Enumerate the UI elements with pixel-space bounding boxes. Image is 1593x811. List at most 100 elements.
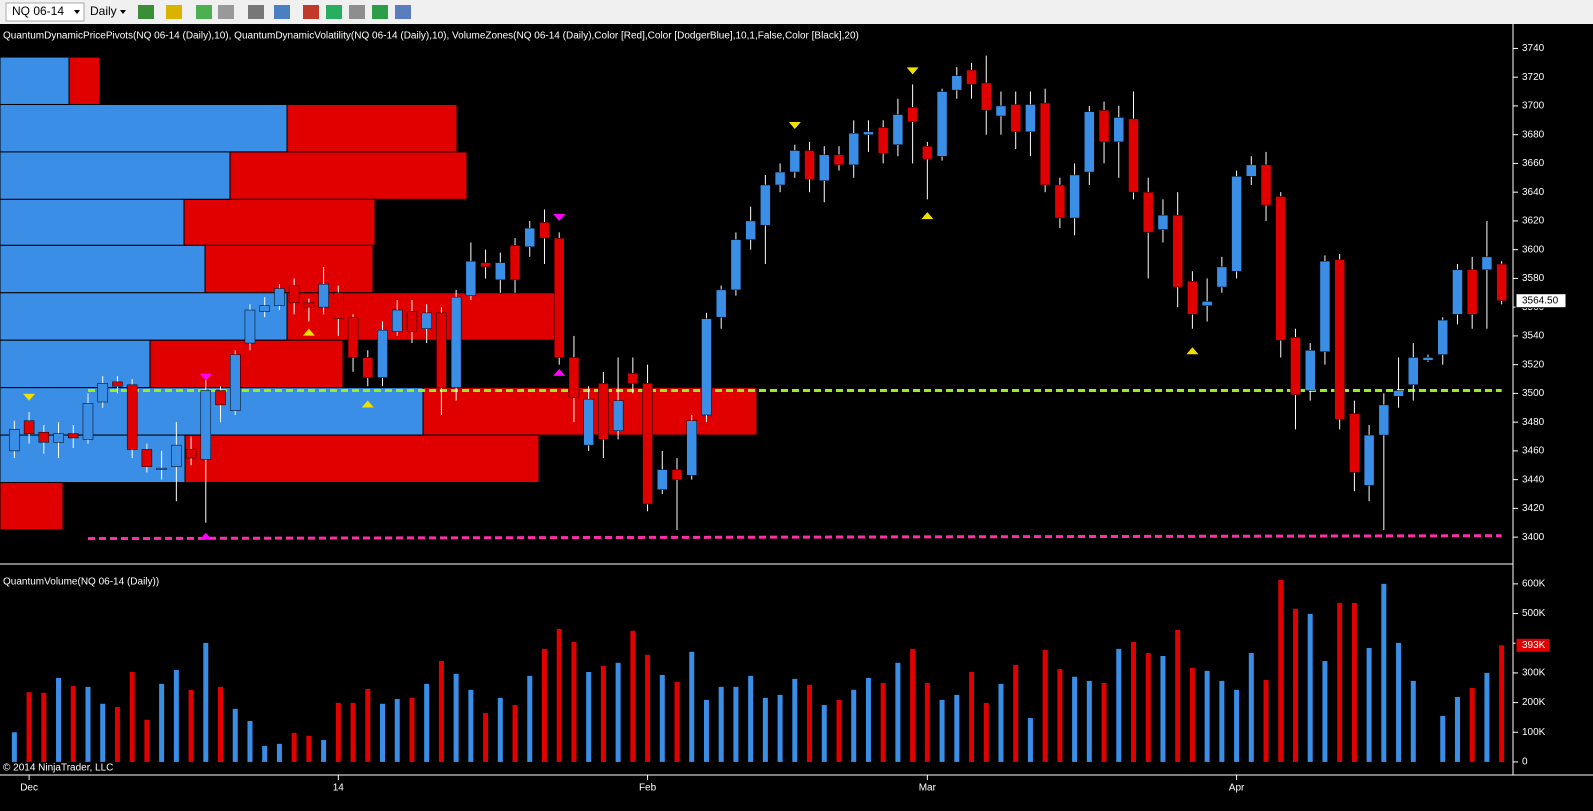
volume-bar bbox=[1499, 645, 1505, 762]
candle-body bbox=[1054, 184, 1066, 219]
icon[interactable] bbox=[372, 5, 388, 19]
symbol-dropdown[interactable] bbox=[5, 2, 85, 22]
last-volume-label: 393K bbox=[1522, 640, 1546, 651]
y-tick-label: 3400 bbox=[1522, 532, 1545, 543]
volume-bar bbox=[600, 665, 606, 762]
icon[interactable] bbox=[166, 5, 182, 19]
volume-bar bbox=[1292, 608, 1298, 762]
volume-bar bbox=[453, 673, 459, 762]
icon[interactable] bbox=[196, 5, 212, 19]
candle-body bbox=[922, 145, 933, 160]
pivot-marker bbox=[788, 122, 801, 130]
candle-body bbox=[215, 390, 226, 406]
volume-bar bbox=[468, 689, 474, 762]
volume-bar bbox=[880, 682, 886, 762]
volume-bar bbox=[1469, 688, 1475, 762]
pivot-marker bbox=[921, 212, 934, 220]
candle-body bbox=[200, 390, 212, 460]
zone-up bbox=[0, 339, 151, 389]
candle-body bbox=[465, 260, 477, 296]
zone-up bbox=[0, 56, 70, 105]
volume-bar bbox=[218, 686, 224, 762]
candle-body bbox=[1039, 102, 1051, 186]
candle-body bbox=[229, 354, 241, 411]
toolbar bbox=[0, 0, 1593, 24]
volume-bar bbox=[247, 720, 253, 762]
y-tick-label: 3580 bbox=[1522, 273, 1545, 284]
candle-body bbox=[23, 420, 35, 434]
volume-bar bbox=[571, 642, 577, 762]
candle-body bbox=[1113, 117, 1125, 143]
volume-bar bbox=[1322, 661, 1328, 762]
volume-bar bbox=[85, 686, 91, 762]
icon[interactable] bbox=[218, 5, 234, 19]
volume-bar bbox=[114, 707, 120, 762]
candle-body bbox=[1216, 266, 1228, 288]
volume-bar bbox=[630, 630, 636, 762]
candle-body bbox=[730, 239, 742, 291]
candle-body bbox=[318, 283, 329, 308]
icon[interactable] bbox=[303, 5, 319, 19]
x-tick-label: Mar bbox=[919, 783, 937, 794]
candle-body bbox=[980, 82, 992, 111]
candle-body bbox=[848, 132, 859, 166]
icon[interactable] bbox=[138, 5, 154, 19]
candle-body bbox=[1231, 176, 1242, 272]
candle-body bbox=[671, 469, 683, 480]
candle-body bbox=[1422, 357, 1434, 361]
volume-zones bbox=[0, 56, 758, 531]
candle-body bbox=[1334, 259, 1345, 420]
icon[interactable] bbox=[395, 5, 411, 19]
candle-body bbox=[642, 383, 653, 505]
candle-body bbox=[804, 150, 815, 180]
volume-bar bbox=[703, 699, 709, 762]
candle-body bbox=[274, 288, 285, 306]
icon[interactable] bbox=[349, 5, 365, 19]
pivot-marker bbox=[553, 368, 566, 376]
candle-body bbox=[1098, 109, 1110, 143]
candle-body bbox=[1010, 104, 1021, 133]
candle-body bbox=[436, 312, 447, 388]
last-price-label: 3564.50 bbox=[1522, 295, 1559, 306]
volume-bar bbox=[394, 699, 400, 762]
volume-bar bbox=[527, 675, 533, 762]
candle-body bbox=[760, 184, 771, 226]
zone-up bbox=[0, 387, 424, 436]
candle-body bbox=[126, 384, 138, 450]
candle-body bbox=[1481, 256, 1493, 271]
candle-body bbox=[995, 105, 1007, 117]
candle-body bbox=[406, 311, 418, 332]
volume-bar bbox=[718, 686, 724, 762]
candle-body bbox=[9, 429, 20, 452]
x-tick-label: Apr bbox=[1229, 783, 1245, 794]
icon[interactable] bbox=[274, 5, 290, 19]
zone-up bbox=[0, 198, 185, 246]
y-tick-label: 3620 bbox=[1522, 216, 1545, 227]
icon[interactable] bbox=[326, 5, 342, 19]
x-tick-label: 14 bbox=[333, 783, 345, 794]
pivot-marker bbox=[199, 373, 212, 381]
volume-bar bbox=[1440, 715, 1446, 762]
candle-body bbox=[1275, 196, 1287, 341]
y-tick-label: 3640 bbox=[1522, 187, 1545, 198]
volume-bar bbox=[1366, 647, 1372, 762]
candle-body bbox=[377, 329, 388, 378]
zone-up bbox=[0, 292, 288, 341]
candle-body bbox=[156, 467, 167, 470]
candle-body bbox=[1319, 260, 1331, 352]
y-tick-label: 3700 bbox=[1522, 101, 1545, 112]
icon[interactable] bbox=[248, 5, 264, 19]
dropdown-arrow bbox=[74, 10, 80, 14]
candle-body bbox=[1378, 404, 1390, 436]
volume-bar bbox=[1057, 669, 1063, 762]
candle-body bbox=[524, 227, 536, 248]
candle-body bbox=[553, 237, 565, 358]
volume-bar bbox=[792, 678, 798, 762]
y-tick-label: 3460 bbox=[1522, 446, 1545, 457]
zone-down bbox=[149, 339, 344, 389]
candle-body bbox=[1408, 357, 1419, 386]
last-price-box bbox=[1515, 293, 1567, 309]
candle-body bbox=[907, 107, 918, 122]
period[interactable]: Daily bbox=[90, 4, 117, 18]
